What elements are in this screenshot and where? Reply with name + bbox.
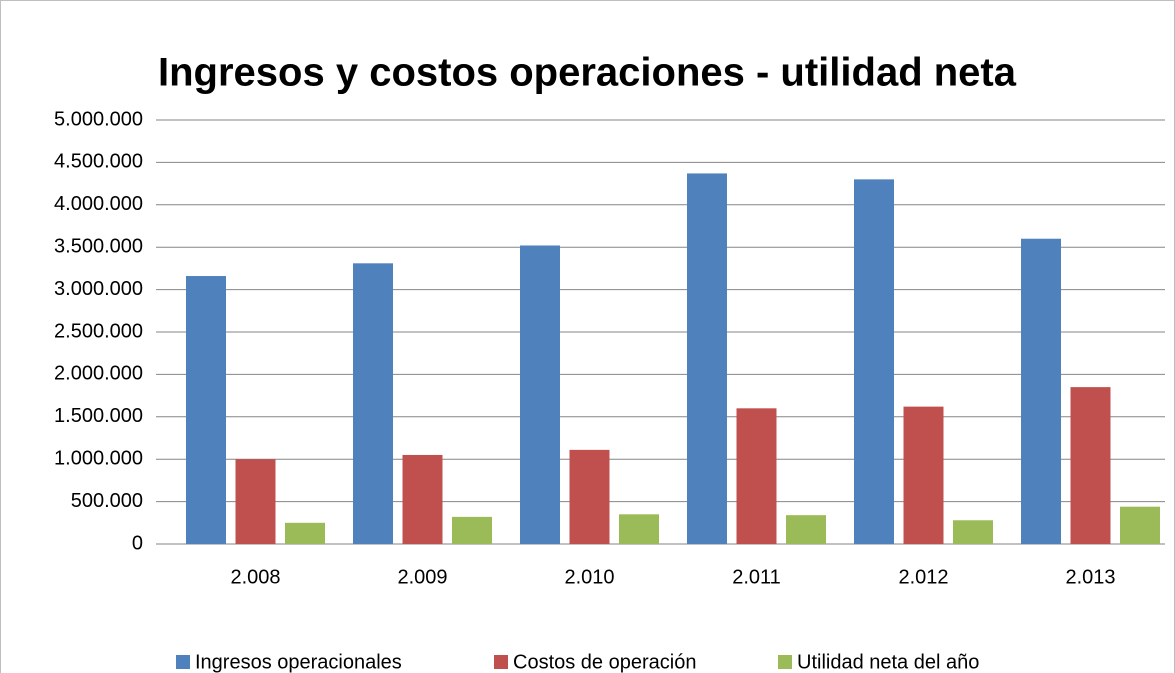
bar <box>1120 506 1160 544</box>
x-tick-label: 2.010 <box>564 566 614 588</box>
bar <box>569 449 610 544</box>
bar <box>953 520 993 544</box>
y-tick-label: 1.500.000 <box>54 405 143 427</box>
bar <box>1070 387 1111 544</box>
y-tick-label: 4.500.000 <box>54 151 143 173</box>
y-tick-label: 500.000 <box>71 490 143 512</box>
bar <box>186 276 226 544</box>
bar <box>353 263 393 544</box>
y-tick-label: 5.000.000 <box>54 108 143 130</box>
x-tick-label: 2.009 <box>397 566 447 588</box>
bar <box>687 173 727 544</box>
x-tick-label: 2.008 <box>230 566 280 588</box>
y-tick-label: 3.000.000 <box>54 278 143 300</box>
x-tick-label: 2.011 <box>732 566 781 588</box>
bar <box>619 514 659 544</box>
bar <box>854 179 894 545</box>
y-tick-label: 0 <box>132 532 143 554</box>
bar <box>285 522 325 544</box>
y-tick-label: 1.000.000 <box>54 447 143 469</box>
bar <box>235 459 276 544</box>
legend-label: Costos de operación <box>513 651 696 673</box>
legend-swatch <box>494 655 508 669</box>
y-tick-label: 3.500.000 <box>54 235 143 257</box>
legend-swatch <box>778 655 792 669</box>
bar <box>786 515 826 544</box>
y-tick-label: 4.000.000 <box>54 193 143 215</box>
bar <box>736 408 777 544</box>
x-tick-label: 2.013 <box>1065 566 1115 588</box>
bar <box>452 516 492 544</box>
y-tick-label: 2.500.000 <box>54 320 143 342</box>
bar <box>402 454 443 544</box>
legend-swatch <box>176 655 190 669</box>
x-tick-label: 2.012 <box>898 566 948 588</box>
bar <box>903 406 944 544</box>
legend-label: Utilidad neta del año <box>797 651 979 673</box>
legend-label: Ingresos operacionales <box>195 651 402 673</box>
bar <box>1021 238 1061 544</box>
bar <box>520 245 560 544</box>
chart-title: Ingresos y costos operaciones - utilidad… <box>158 51 1017 95</box>
y-tick-label: 2.000.000 <box>54 363 143 385</box>
